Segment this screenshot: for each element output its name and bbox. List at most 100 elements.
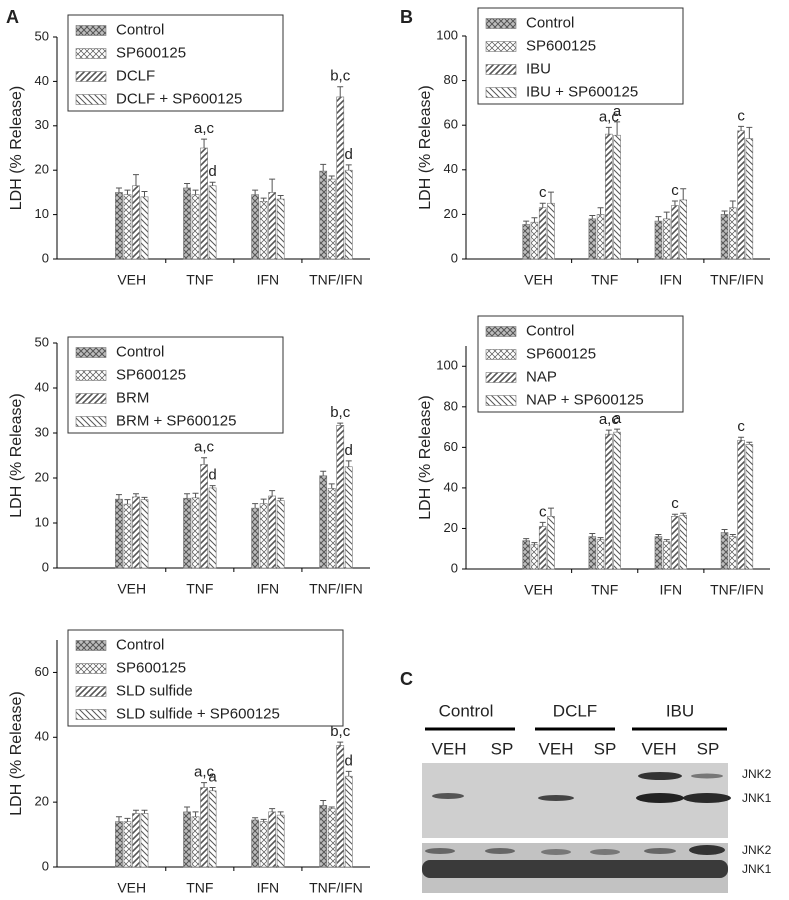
error-bar (277, 195, 284, 200)
error-bar (721, 528, 728, 533)
bar (183, 187, 191, 260)
error-bar (132, 174, 139, 186)
y-tick-label: 100 (436, 27, 458, 42)
legend-swatch (485, 349, 517, 360)
error-bar (184, 493, 191, 499)
legend-swatch (75, 709, 107, 720)
bar (327, 178, 336, 260)
error-bar (523, 538, 530, 541)
bar (530, 544, 539, 570)
y-tick-label: 20 (444, 520, 458, 535)
y-tick-label: 20 (35, 162, 49, 177)
bar (720, 214, 729, 260)
error-bar (252, 189, 259, 195)
error-bar (141, 191, 148, 197)
error-bar (345, 460, 352, 467)
bar (530, 221, 539, 260)
band (689, 845, 725, 855)
legend-swatch (75, 94, 107, 105)
error-bar (589, 533, 596, 537)
bar-annotation: a (613, 103, 622, 120)
legend-label: Control (116, 21, 164, 38)
error-bar (655, 534, 662, 537)
x-tick-label: VEH (524, 582, 553, 598)
bar (596, 214, 605, 260)
legend-swatch (75, 686, 107, 697)
bar (319, 475, 328, 569)
y-tick-label: 60 (444, 439, 458, 454)
y-tick-label: 50 (35, 28, 49, 43)
legend-swatch (75, 393, 107, 404)
bar (276, 814, 285, 868)
legend-box (67, 629, 344, 727)
error-bar (252, 817, 259, 820)
bar (679, 514, 687, 570)
bar (115, 498, 123, 569)
legend-label: SLD sulfide (116, 682, 193, 699)
band (644, 848, 676, 854)
y-tick-label: 80 (444, 72, 458, 87)
bar (327, 488, 336, 569)
legend-swatch (75, 416, 107, 427)
y-axis-label: LDH (% Release) (417, 395, 434, 519)
band (538, 795, 574, 801)
bar (344, 169, 353, 260)
error-bar (738, 125, 745, 131)
error-bar (209, 485, 216, 488)
legend-label: NAP + SP600125 (526, 391, 644, 408)
bar (327, 808, 336, 868)
error-bar (132, 493, 139, 497)
error-bar (671, 513, 678, 517)
error-bar (115, 816, 122, 822)
lane-label: VEH (539, 739, 574, 758)
bar-annotation: c (737, 418, 745, 435)
error-bar (680, 188, 687, 200)
bar (336, 96, 345, 260)
error-bar (671, 200, 678, 206)
bar (596, 539, 605, 570)
bar (123, 194, 132, 260)
error-bar (328, 175, 335, 180)
error-bar (345, 770, 352, 777)
error-bar (589, 215, 596, 219)
band-label: JNK2 (742, 843, 772, 857)
x-tick-label: IFN (257, 880, 280, 896)
y-tick-label: 0 (451, 250, 458, 265)
bar (336, 425, 345, 569)
bar (538, 207, 547, 260)
legend-label: IBU (526, 60, 551, 77)
legend-swatch (485, 87, 517, 98)
error-bar (337, 741, 344, 746)
error-bar (605, 126, 612, 135)
error-bar (192, 811, 199, 817)
error-bar (320, 470, 327, 476)
bar (319, 170, 328, 260)
error-bar (201, 782, 208, 788)
error-bar (547, 191, 554, 204)
legend-label: SP600125 (526, 37, 596, 54)
error-bar (746, 441, 753, 445)
bar (605, 133, 613, 260)
bar (132, 813, 140, 868)
error-bar (523, 220, 530, 225)
x-tick-label: VEH (524, 272, 553, 288)
bar (208, 487, 217, 569)
error-bar (277, 811, 284, 816)
bar-annotation: c (539, 184, 547, 201)
bar (183, 811, 191, 868)
bar (115, 192, 123, 260)
bar (191, 194, 200, 260)
bar (654, 536, 663, 570)
legend-label: SP600125 (116, 366, 186, 383)
bar (319, 805, 328, 868)
bar (547, 515, 555, 570)
bar-annotation: a,c (599, 108, 620, 125)
y-tick-label: 0 (42, 858, 49, 873)
error-bar (320, 163, 327, 172)
legend-label: Control (116, 343, 164, 360)
error-bar (132, 809, 139, 814)
x-tick-label: TNF/IFN (309, 880, 363, 896)
bar-annotation: b,c (330, 68, 351, 85)
error-bar (729, 200, 736, 208)
